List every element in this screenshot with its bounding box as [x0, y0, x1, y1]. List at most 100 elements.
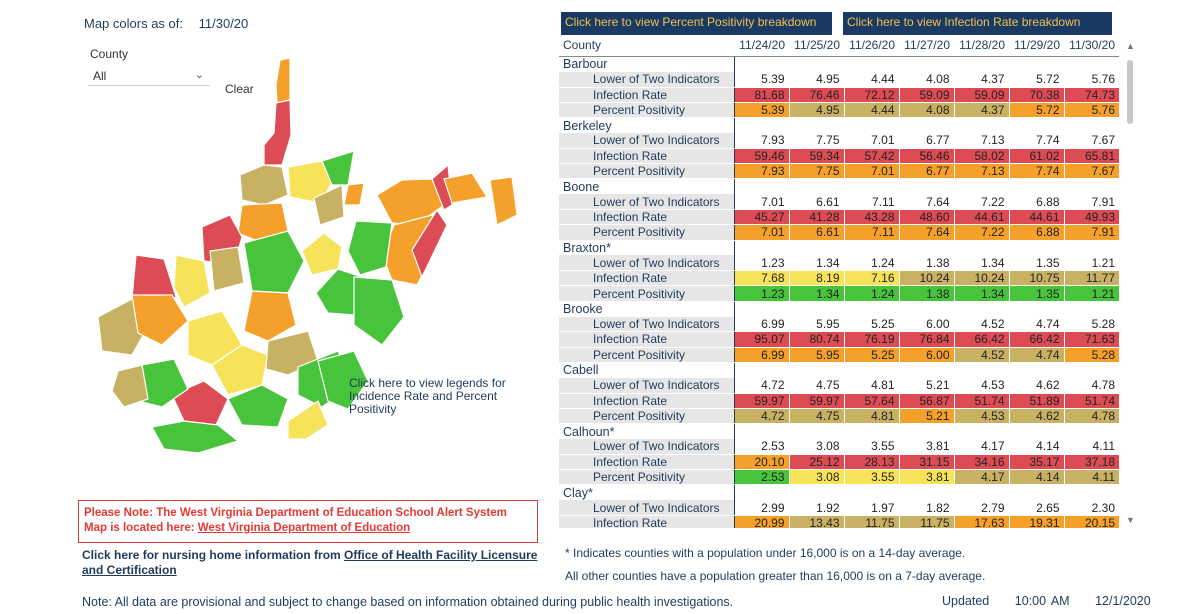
map-county[interactable] — [353, 276, 405, 346]
empty-cell — [789, 424, 844, 439]
wv-education-link[interactable]: West Virginia Department of Education — [197, 522, 411, 534]
metric-label: Infection Rate — [559, 393, 735, 409]
health-facility-licensure-link[interactable]: Office of Health Facility Licensure and … — [82, 548, 538, 577]
metric-row[interactable]: Infection Rate 59.97 59.97 57.64 56.87 51.74 5… — [559, 393, 1119, 409]
metric-value-cell: 6.00 — [898, 347, 954, 363]
county-name: Clay* — [559, 484, 735, 501]
metric-row[interactable]: Infection Rate 20.99 13.43 11.75 11.75 17.63 1… — [559, 515, 1119, 528]
metric-row[interactable]: Percent Positivity 7.93 7.75 7.01 6.77 7.13 7.… — [559, 163, 1119, 180]
wv-county-map[interactable] — [92, 55, 542, 455]
empty-cell — [734, 118, 789, 133]
metric-row[interactable]: Infection Rate 59.46 59.34 57.42 56.46 58.02 6… — [559, 148, 1119, 165]
metric-row[interactable]: Lower of Two Indicators 1.23 1.34 1.24 1.38 1… — [559, 255, 1119, 272]
county-name: Calhoun* — [559, 423, 735, 439]
metric-row[interactable]: Infection Rate 95.07 80.74 76.19 76.84 66.42 6… — [559, 331, 1119, 348]
map-county[interactable] — [263, 99, 292, 166]
map-county[interactable] — [173, 254, 211, 308]
metric-value-cell: 3.08 — [788, 469, 844, 486]
updated-time: 10:00 AM — [1014, 594, 1070, 608]
map-county[interactable] — [347, 220, 393, 276]
metric-value-cell: 7.93 — [733, 132, 789, 149]
metric-value-cell: 7.11 — [843, 194, 899, 210]
metric-row[interactable]: Lower of Two Indicators 2.99 1.92 1.97 1.82 2… — [559, 500, 1119, 516]
map-county[interactable] — [431, 163, 453, 211]
metric-value-cell: 1.21 — [1063, 285, 1119, 302]
metric-row[interactable]: Infection Rate 7.68 8.19 7.16 10.24 10.24 10.7… — [559, 270, 1119, 287]
metric-row[interactable]: Percent Positivity 1.23 1.34 1.24 1.38 1.34 1.… — [559, 285, 1119, 302]
empty-cell — [954, 301, 1009, 316]
county-row[interactable]: Boone — [559, 178, 1119, 195]
map-county[interactable] — [317, 350, 369, 410]
metric-row[interactable]: Lower of Two Indicators 7.93 7.75 7.01 6.77 7… — [559, 132, 1119, 149]
map-county[interactable] — [227, 384, 289, 428]
metric-value-cell: 7.67 — [1063, 163, 1119, 180]
metric-value-cell: 13.43 — [788, 515, 844, 528]
map-county[interactable] — [243, 230, 305, 294]
metric-row[interactable]: Percent Positivity 5.39 4.95 4.44 4.08 4.37 5.… — [559, 102, 1119, 119]
scroll-up-icon[interactable]: ▲ — [1126, 41, 1135, 51]
map-county[interactable] — [411, 208, 448, 279]
empty-cell — [844, 179, 899, 194]
county-row[interactable]: Braxton* — [559, 240, 1119, 256]
empty-cell — [899, 301, 954, 316]
map-county[interactable] — [211, 344, 269, 396]
county-row[interactable]: Calhoun* — [559, 423, 1119, 439]
county-row[interactable]: Clay* — [559, 484, 1119, 501]
map-county[interactable] — [343, 182, 365, 206]
map-county[interactable] — [243, 290, 297, 342]
percent-positivity-breakdown-button[interactable]: Click here to view Percent Positivity br… — [561, 12, 832, 35]
county-row[interactable]: Cabell — [559, 362, 1119, 378]
metric-row[interactable]: Lower of Two Indicators 2.53 3.08 3.55 3.81 4… — [559, 438, 1119, 455]
county-row[interactable]: Brooke — [559, 301, 1119, 317]
map-county[interactable] — [315, 268, 363, 316]
map-county[interactable] — [443, 172, 488, 204]
map-county[interactable] — [489, 176, 518, 226]
metric-row[interactable]: Infection Rate 81.68 76.46 72.12 59.09 59.09 7… — [559, 87, 1119, 103]
county-row[interactable]: Berkeley — [559, 117, 1119, 133]
county-name: Braxton* — [559, 240, 735, 256]
map-county[interactable] — [171, 380, 229, 426]
map-county[interactable] — [313, 184, 345, 226]
map-county[interactable] — [301, 232, 343, 276]
metric-row[interactable]: Percent Positivity 7.01 6.61 7.11 7.64 7.22 6.… — [559, 224, 1119, 241]
metric-value-cell: 80.74 — [788, 331, 844, 348]
map-county[interactable] — [209, 246, 245, 292]
empty-cell — [1009, 485, 1064, 500]
metric-value-cell: 5.39 — [733, 71, 789, 88]
metric-row[interactable]: Lower of Two Indicators 5.39 4.95 4.44 4.08 4… — [559, 71, 1119, 88]
map-legend-link[interactable]: Click here to view legends for Incidence… — [349, 376, 506, 416]
metric-row[interactable]: Lower of Two Indicators 7.01 6.61 7.11 7.64 7… — [559, 194, 1119, 210]
metric-row[interactable]: Percent Positivity 4.72 4.75 4.81 5.21 4.53 4.… — [559, 408, 1119, 425]
metric-row[interactable]: Percent Positivity 6.99 5.95 5.25 6.00 4.52 4.… — [559, 347, 1119, 363]
metric-value-cell: 4.37 — [953, 71, 1009, 88]
metric-value-cell: 2.65 — [1008, 500, 1064, 516]
clear-filter-button[interactable]: Clear — [225, 82, 254, 96]
scroll-down-icon[interactable]: ▼ — [1126, 515, 1135, 525]
metric-row[interactable]: Infection Rate 45.27 41.28 43.28 48.60 44.61 4… — [559, 209, 1119, 226]
metric-value-cell: 4.14 — [1008, 438, 1064, 455]
scrollbar-thumb[interactable] — [1127, 60, 1133, 124]
map-county[interactable] — [111, 364, 149, 408]
metric-value-cell: 58.02 — [953, 148, 1009, 165]
map-colors-label: Map colors as of: — [84, 16, 183, 31]
metric-value-cell: 5.76 — [1063, 71, 1119, 88]
empty-cell — [789, 485, 844, 500]
metric-row[interactable]: Lower of Two Indicators 4.72 4.75 4.81 5.21 4… — [559, 377, 1119, 394]
metric-row[interactable]: Percent Positivity 2.53 3.08 3.55 3.81 4.17 4.… — [559, 469, 1119, 486]
infection-rate-breakdown-button[interactable]: Click here to view Infection Rate breakd… — [843, 12, 1112, 35]
metric-value-cell: 3.81 — [898, 469, 954, 486]
metric-row[interactable]: Infection Rate 20.10 25.12 28.13 31.15 34.16 3… — [559, 454, 1119, 471]
map-county[interactable] — [151, 420, 240, 454]
map-county[interactable] — [287, 400, 329, 440]
metric-value-cell: 1.35 — [1008, 255, 1064, 272]
map-county[interactable] — [275, 57, 291, 104]
county-row[interactable]: Barbour — [559, 56, 1119, 72]
metric-value-cell: 61.02 — [1008, 148, 1064, 165]
empty-cell — [789, 57, 844, 72]
metric-value-cell: 19.31 — [1008, 515, 1064, 528]
map-county[interactable] — [239, 164, 289, 206]
metric-value-cell: 7.13 — [953, 163, 1009, 180]
map-county[interactable] — [131, 294, 189, 346]
county-dropdown[interactable]: All ⌄ — [88, 66, 210, 86]
metric-row[interactable]: Lower of Two Indicators 6.99 5.95 5.25 6.00 4… — [559, 316, 1119, 333]
